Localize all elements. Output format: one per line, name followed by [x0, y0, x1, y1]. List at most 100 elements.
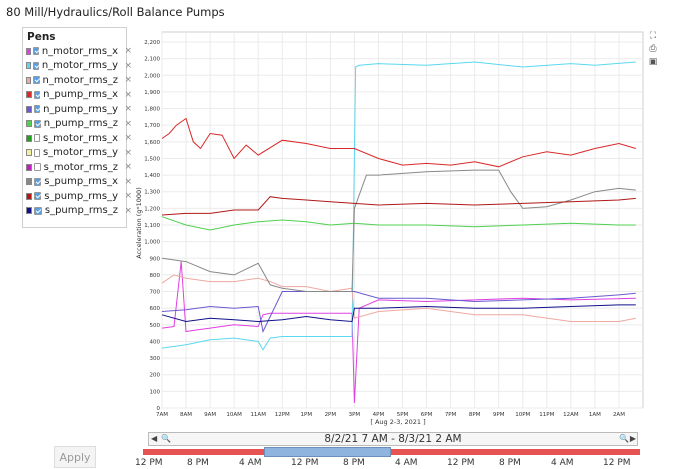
y-tick-label: 1,200	[144, 206, 160, 212]
x-tick-label: 9PM	[493, 412, 505, 418]
pen-checkbox[interactable]	[33, 163, 41, 171]
series-line-n_motor_rms_y[interactable]	[161, 61, 636, 351]
series-line-n_pump_rms_x[interactable]	[161, 117, 636, 168]
remove-pen-icon[interactable]: ×	[124, 162, 132, 172]
remove-pen-icon[interactable]: ×	[124, 60, 132, 71]
pen-row[interactable]: s_pump_rms_x ×	[26, 175, 132, 189]
y-tick-label: 2,000	[144, 73, 160, 79]
x-tick-label: 10PM	[515, 412, 530, 418]
x-tick-label: 7AM	[156, 412, 168, 418]
pen-row[interactable]: n_motor_rms_y ×	[26, 59, 132, 73]
pen-label: s_pump_rms_y	[44, 190, 118, 202]
pen-color-swatch[interactable]	[26, 163, 32, 171]
pen-color-swatch[interactable]	[26, 178, 33, 185]
series-line-s_pump_rms_x[interactable]	[161, 169, 636, 292]
print-icon[interactable]: ⎙	[649, 44, 657, 54]
pen-color-swatch[interactable]	[26, 134, 32, 142]
pen-checkbox[interactable]	[33, 105, 41, 113]
remove-pen-icon[interactable]: ×	[124, 104, 132, 114]
pen-color-swatch[interactable]	[26, 47, 32, 55]
remove-pen-icon[interactable]: ×	[124, 46, 132, 56]
zoom-in-icon[interactable]: 🔍	[619, 434, 629, 443]
pen-color-swatch[interactable]	[26, 105, 32, 113]
line-chart[interactable]: 0 100 200 300 400 500 600 700 800 900 1,000 1,100 1,…	[130, 28, 645, 426]
pen-row[interactable]: s_motor_rms_y ×	[26, 146, 132, 160]
pen-row[interactable]: n_pump_rms_y ×	[26, 102, 132, 116]
range-right-arrow[interactable]: ▶	[629, 434, 636, 443]
x-tick-label: 12AM	[563, 412, 579, 418]
time-range-bar[interactable]: ◀ 🔍 8/2/21 7 AM - 8/3/21 2 AM 🔍 ▶	[148, 432, 638, 446]
pen-row[interactable]: s_pump_rms_z ×	[26, 204, 132, 218]
pen-label: n_pump_rms_y	[43, 103, 118, 115]
pen-checkbox[interactable]	[34, 177, 42, 186]
pen-checkbox[interactable]	[33, 119, 41, 128]
pen-color-swatch[interactable]	[26, 149, 32, 156]
x-tick-label: 2PM	[325, 412, 337, 418]
x-tick-label: 8AM	[180, 412, 192, 418]
pen-row[interactable]: s_motor_rms_z ×	[26, 160, 132, 174]
y-tick-label: 1,600	[144, 140, 160, 146]
remove-pen-icon[interactable]: ×	[124, 176, 132, 187]
y-tick-label: 1,800	[144, 107, 160, 113]
pen-color-swatch[interactable]	[26, 76, 32, 84]
pen-checkbox[interactable]	[33, 47, 39, 55]
y-tick-label: 800	[150, 273, 161, 279]
pen-color-swatch[interactable]	[26, 62, 32, 69]
y-tick-label: 1,000	[144, 240, 160, 246]
pen-color-swatch[interactable]	[26, 120, 32, 127]
y-tick-label: 100	[150, 389, 161, 395]
timeline-tick-label: 12 PM	[447, 458, 475, 468]
timeline-selection-handle[interactable]	[264, 447, 391, 457]
pen-row[interactable]: s_pump_rms_y ×	[26, 189, 132, 203]
remove-pen-icon[interactable]: ×	[124, 147, 132, 158]
remove-pen-icon[interactable]: ×	[124, 205, 132, 216]
y-tick-label: 2,100	[144, 57, 160, 63]
pen-label: s_motor_rms_y	[42, 147, 118, 158]
fullscreen-icon[interactable]: ⛶	[649, 31, 657, 41]
timeline-tick-label: 12 PM	[603, 458, 631, 468]
timeline-tick-label: 4 AM	[239, 458, 262, 468]
pen-label: n_motor_rms_x	[41, 45, 118, 57]
series-line-s_pump_rms_y[interactable]	[161, 196, 636, 216]
y-tick-label: 700	[150, 290, 161, 296]
pen-checkbox[interactable]	[33, 148, 40, 157]
remove-pen-icon[interactable]: ×	[124, 89, 132, 100]
page-title: 80 Mill/Hydraulics/Roll Balance Pumps	[6, 5, 225, 19]
y-tick-label: 600	[150, 306, 161, 312]
pen-row[interactable]: n_motor_rms_z ×	[26, 73, 132, 87]
pen-checkbox[interactable]	[33, 134, 40, 142]
pen-checkbox[interactable]	[33, 90, 41, 99]
remove-pen-icon[interactable]: ×	[124, 191, 132, 201]
pen-checkbox[interactable]	[33, 76, 40, 84]
timeline-strip[interactable]	[143, 449, 640, 455]
x-tick-label: 11PM	[539, 412, 554, 418]
series-line-n_motor_rms_x[interactable]	[161, 261, 636, 404]
zoom-out-icon[interactable]: 🔍	[161, 434, 171, 443]
save-icon[interactable]: ▣	[648, 57, 658, 67]
series-line-n_pump_rms_z[interactable]	[161, 216, 636, 231]
y-axis-label: Acceleration (g*1000)	[135, 187, 143, 258]
pen-label: s_motor_rms_x	[42, 132, 118, 144]
pen-row[interactable]: s_motor_rms_x ×	[26, 131, 132, 145]
timeline-tick-label: 8 PM	[499, 458, 521, 468]
pen-row[interactable]: n_motor_rms_x ×	[26, 44, 132, 58]
pen-row[interactable]: n_pump_rms_x ×	[26, 88, 132, 102]
y-tick-label: 1,100	[144, 223, 160, 229]
pen-checkbox[interactable]	[34, 192, 42, 200]
y-tick-label: 1,400	[144, 173, 160, 179]
pen-color-swatch[interactable]	[26, 207, 33, 214]
pen-checkbox[interactable]	[34, 206, 42, 215]
remove-pen-icon[interactable]: ×	[124, 118, 132, 129]
apply-button[interactable]: Apply	[54, 446, 96, 468]
pen-color-swatch[interactable]	[26, 91, 32, 98]
remove-pen-icon[interactable]: ×	[124, 133, 132, 143]
range-left-arrow[interactable]: ◀	[151, 434, 158, 443]
x-tick-label: 7PM	[445, 412, 457, 418]
pen-row[interactable]: n_pump_rms_z ×	[26, 117, 132, 131]
y-tick-label: 1,900	[144, 90, 160, 96]
series-line-s_pump_rms_z[interactable]	[161, 304, 636, 323]
remove-pen-icon[interactable]: ×	[124, 75, 132, 85]
pen-color-swatch[interactable]	[26, 192, 33, 200]
y-tick-label: 200	[150, 373, 161, 379]
pen-checkbox[interactable]	[33, 61, 39, 70]
